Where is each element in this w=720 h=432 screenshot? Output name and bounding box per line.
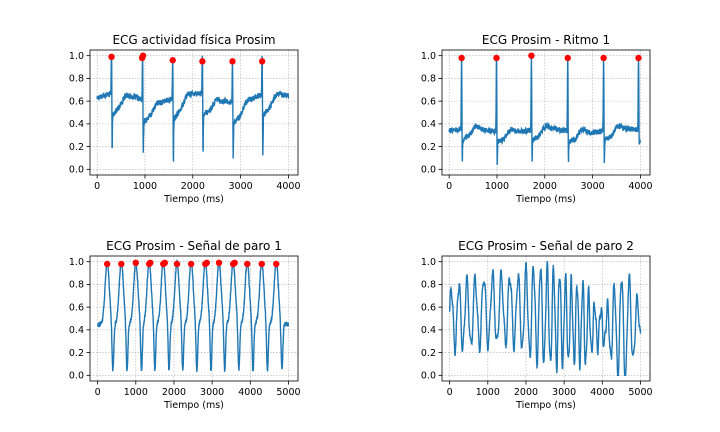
- chart-panel-3: 0 1000 2000 3000 4000 5000 0.0 0.2 0.4 0.6 0.8 1.0 E…: [69, 239, 301, 411]
- peak-marker: [258, 260, 265, 268]
- peak-marker: [215, 259, 223, 267]
- y-tick-label: 1.0: [69, 257, 84, 268]
- chart-title: ECG Prosim - Señal de paro 2: [458, 239, 634, 253]
- x-tick-label: 1000: [124, 387, 148, 398]
- peak-marker: [199, 58, 206, 65]
- y-tick-label: 0.8: [69, 74, 84, 85]
- signal-line: [96, 259, 290, 373]
- chart-panel-2: 0 1000 2000 3000 4000 0.0 0.2 0.4 0.6 0.8 1.0 ECG P…: [421, 33, 653, 205]
- peak-marker: [103, 260, 111, 268]
- y-tick-label: 0.4: [421, 325, 436, 336]
- peak-marker: [132, 259, 139, 267]
- axes-frame: [89, 49, 299, 176]
- x-tick-label: 5000: [276, 387, 300, 398]
- x-tick-label: 0: [94, 181, 100, 192]
- y-tick-label: 0.2: [69, 348, 84, 359]
- peak-marker: [108, 53, 115, 61]
- peak-marker: [161, 259, 169, 267]
- y-tick-label: 0.6: [421, 302, 436, 313]
- peak-marker: [203, 259, 210, 267]
- x-tick-label: 4000: [590, 387, 614, 398]
- x-tick-label: 3000: [552, 387, 576, 398]
- x-tick-label: 4000: [276, 181, 300, 192]
- y-tick-label: 0.0: [69, 165, 84, 176]
- peak-marker: [564, 54, 571, 62]
- y-tick-label: 0.8: [421, 280, 436, 291]
- peak-marker: [187, 260, 195, 268]
- y-tick-label: 0.0: [421, 165, 436, 176]
- y-tick-label: 1.0: [421, 257, 436, 268]
- y-tick-label: 0.8: [421, 74, 436, 85]
- x-tick-label: 0: [95, 387, 101, 398]
- y-tick-label: 0.2: [421, 142, 436, 153]
- x-axis-label: Tiempo (ms): [163, 194, 224, 205]
- peak-marker: [173, 260, 181, 268]
- peak-marker: [244, 260, 251, 268]
- peak-marker: [258, 58, 266, 65]
- x-tick-label: 3000: [581, 181, 605, 192]
- peak-marker: [458, 54, 465, 62]
- peak-marker: [118, 260, 125, 268]
- y-tick-label: 1.0: [421, 51, 436, 62]
- y-tick-label: 1.0: [69, 51, 84, 62]
- x-tick-label: 1000: [133, 181, 157, 192]
- peak-marker: [273, 260, 280, 268]
- axes-frame: [89, 255, 299, 382]
- x-axis-label: Tiempo (ms): [515, 194, 576, 205]
- peak-marker: [139, 52, 147, 59]
- x-tick-label: 2000: [514, 387, 538, 398]
- chart-panel-4: 0 1000 2000 3000 4000 5000 0.0 0.2 0.4 0.6 0.8 1.0 E…: [421, 239, 653, 411]
- y-tick-label: 0.4: [69, 119, 84, 130]
- y-tick-label: 0.4: [69, 325, 84, 336]
- y-tick-label: 0.0: [69, 371, 84, 382]
- peak-marker: [600, 54, 607, 62]
- peak-marker: [229, 58, 236, 65]
- chart-title: ECG actividad física Prosim: [112, 33, 275, 47]
- y-tick-label: 0.6: [69, 302, 84, 313]
- peak-marker: [635, 54, 642, 62]
- y-tick-label: 0.6: [69, 96, 84, 107]
- x-tick-label: 4000: [628, 181, 652, 192]
- x-tick-label: 2000: [533, 181, 557, 192]
- x-tick-label: 5000: [628, 387, 652, 398]
- y-tick-label: 0.2: [69, 142, 84, 153]
- x-tick-label: 0: [446, 181, 452, 192]
- peak-marker: [528, 52, 535, 59]
- signal-line: [448, 260, 642, 377]
- x-tick-label: 1000: [476, 387, 500, 398]
- y-tick-label: 0.4: [421, 119, 436, 130]
- signal-line: [96, 55, 290, 162]
- y-tick-label: 0.8: [69, 280, 84, 291]
- x-tick-label: 2000: [181, 181, 205, 192]
- axes-frame: [441, 255, 651, 382]
- signal-line: [448, 55, 642, 165]
- peak-marker: [169, 57, 176, 64]
- x-axis-label: Tiempo (ms): [163, 400, 224, 411]
- y-tick-label: 0.6: [421, 96, 436, 107]
- x-tick-label: 3000: [229, 181, 253, 192]
- y-tick-label: 0.2: [421, 348, 436, 359]
- peak-marker: [147, 259, 154, 267]
- x-tick-label: 0: [447, 387, 453, 398]
- y-tick-label: 0.0: [421, 371, 436, 382]
- chart-title: ECG Prosim - Ritmo 1: [482, 33, 610, 47]
- chart-title: ECG Prosim - Señal de paro 1: [106, 239, 282, 253]
- peak-marker: [231, 259, 238, 267]
- x-tick-label: 4000: [238, 387, 262, 398]
- chart-panel-1: 0 1000 2000 3000 4000 0.0 0.2 0.4 0.6 0.8 1.0 ECG a…: [69, 33, 301, 205]
- x-tick-label: 3000: [200, 387, 224, 398]
- peak-marker: [493, 54, 500, 62]
- axes-frame: [441, 49, 651, 176]
- x-tick-label: 2000: [162, 387, 186, 398]
- x-axis-label: Tiempo (ms): [515, 400, 576, 411]
- x-tick-label: 1000: [485, 181, 509, 192]
